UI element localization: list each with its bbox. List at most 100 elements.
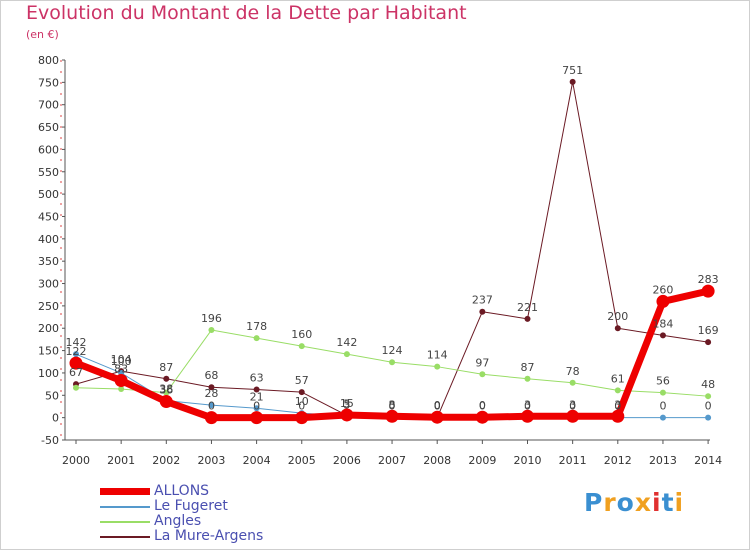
legend-swatch xyxy=(100,506,150,508)
data-label-allons: 0 xyxy=(253,400,260,413)
y-tick-label: 0 xyxy=(52,412,59,425)
data-label-allons: 8 xyxy=(389,398,396,411)
data-label-allons: 260 xyxy=(652,283,673,296)
data-label-le-fugeret: 0 xyxy=(614,400,621,413)
data-label-allons: 0 xyxy=(434,399,441,412)
x-tick-label: 2011 xyxy=(559,454,587,467)
y-tick-label: 700 xyxy=(38,99,59,112)
data-label-la-mure-argens: 67 xyxy=(69,366,83,379)
data-label-allons: 15 xyxy=(340,397,354,410)
data-label-le-fugeret: 0 xyxy=(389,400,396,413)
data-label-la-mure-argens: 63 xyxy=(250,371,264,384)
legend-swatch xyxy=(100,488,150,495)
data-point-angles xyxy=(389,359,396,366)
brand-logo: Proxiti xyxy=(584,488,684,517)
data-point-angles xyxy=(298,343,305,350)
data-label-angles: 56 xyxy=(656,375,670,388)
data-label-la-mure-argens: 200 xyxy=(607,310,628,323)
data-label-allons: 83 xyxy=(114,363,128,376)
data-label-angles: 97 xyxy=(475,356,489,369)
data-label-le-fugeret: 0 xyxy=(705,400,712,413)
data-point-la-mure-argens xyxy=(659,332,666,339)
y-tick-label: 500 xyxy=(38,188,59,201)
data-label-allons: 36 xyxy=(159,384,173,397)
data-label-allons: 0 xyxy=(208,400,215,413)
legend-label: ALLONS xyxy=(154,483,210,499)
data-label-angles: 114 xyxy=(427,349,448,362)
x-tick-label: 2010 xyxy=(514,454,542,467)
data-label-la-mure-argens: 104 xyxy=(111,353,132,366)
data-point-allons xyxy=(295,411,309,425)
y-tick-label: -50 xyxy=(41,434,59,447)
data-label-le-fugeret: 21 xyxy=(250,390,264,403)
data-label-la-mure-argens: 68 xyxy=(204,369,218,382)
legend-label: Le Fugeret xyxy=(154,498,228,514)
data-point-allons xyxy=(69,356,83,370)
data-point-allons xyxy=(204,411,218,425)
data-label-le-fugeret: 3 xyxy=(343,398,350,411)
data-label-la-mure-argens: 87 xyxy=(159,361,173,374)
data-point-angles xyxy=(524,375,531,382)
y-tick-label: 800 xyxy=(38,54,59,67)
x-tick-label: 2005 xyxy=(288,454,316,467)
x-tick-label: 2002 xyxy=(152,454,180,467)
data-point-allons xyxy=(566,409,580,423)
legend-label: La Mure-Argens xyxy=(154,528,264,544)
y-tick-label: 50 xyxy=(45,389,59,402)
unit-label: (en €) xyxy=(26,28,59,41)
data-point-la-mure-argens xyxy=(524,315,531,322)
data-point-angles xyxy=(253,335,260,342)
brand-letter: t xyxy=(661,488,675,517)
y-tick-label: 100 xyxy=(38,367,59,380)
data-point-le-fugeret xyxy=(253,405,260,412)
data-point-la-mure-argens xyxy=(298,389,305,396)
y-tick-label: 200 xyxy=(38,322,59,335)
brand-letter: x xyxy=(634,488,652,517)
data-point-allons xyxy=(385,409,399,423)
x-tick-label: 2008 xyxy=(423,454,451,467)
data-label-le-fugeret: 0 xyxy=(524,400,531,413)
data-point-angles xyxy=(118,386,125,393)
brand-letter: i xyxy=(674,488,685,517)
x-tick-label: 2006 xyxy=(333,454,361,467)
data-label-la-mure-argens: 221 xyxy=(517,301,538,314)
data-point-angles xyxy=(434,363,441,370)
data-label-angles: 87 xyxy=(521,361,535,374)
data-label-angles: 124 xyxy=(382,344,403,357)
x-tick-label: 2004 xyxy=(243,454,271,467)
data-point-la-mure-argens xyxy=(253,386,260,393)
data-point-allons xyxy=(521,409,534,423)
data-point-allons xyxy=(159,395,173,409)
data-label-angles: 196 xyxy=(201,312,222,325)
x-tick-label: 2000 xyxy=(62,454,90,467)
data-label-la-mure-argens: 184 xyxy=(652,317,673,330)
brand-letter: i xyxy=(652,488,662,517)
data-point-angles xyxy=(705,393,712,400)
data-label-le-fugeret: 0 xyxy=(434,400,441,413)
data-label-angles: 61 xyxy=(611,372,625,385)
data-label-allons: 0 xyxy=(298,400,305,413)
data-label-la-mure-argens: 5 xyxy=(343,397,350,410)
y-tick-label: 250 xyxy=(38,300,59,313)
x-tick-label: 2007 xyxy=(378,454,406,467)
data-point-la-mure-argens xyxy=(479,308,486,315)
data-label-la-mure-argens: 57 xyxy=(295,374,309,387)
legend-swatch xyxy=(100,536,150,538)
data-label-le-fugeret: 38 xyxy=(159,383,173,396)
data-point-angles xyxy=(569,379,576,386)
data-label-allons: 0 xyxy=(479,399,486,412)
brand-letter: r xyxy=(603,488,617,517)
data-point-le-fugeret xyxy=(208,402,215,409)
data-point-allons xyxy=(250,411,264,425)
data-point-allons xyxy=(114,374,128,388)
data-point-angles xyxy=(659,389,666,396)
data-label-le-fugeret: 28 xyxy=(204,387,218,400)
data-label-allons: 3 xyxy=(614,398,621,411)
data-point-la-mure-argens xyxy=(163,375,170,382)
data-label-allons: 3 xyxy=(569,398,576,411)
data-label-le-fugeret: 0 xyxy=(479,400,486,413)
data-label-angles: 160 xyxy=(291,328,312,341)
data-label-la-mure-argens: 751 xyxy=(562,64,583,77)
